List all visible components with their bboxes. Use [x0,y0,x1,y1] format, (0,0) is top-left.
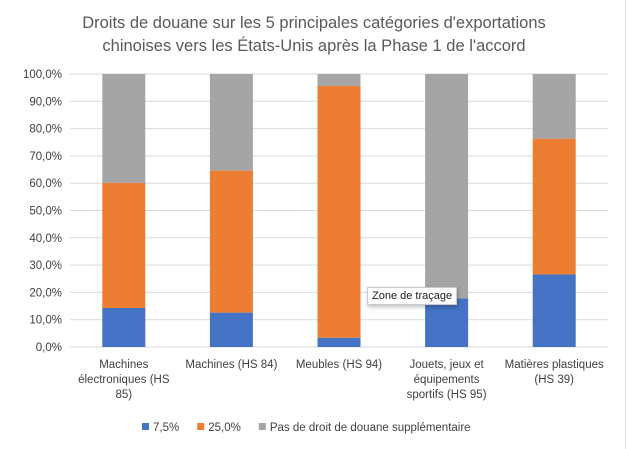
y-tick-label: 50,0% [29,206,62,218]
bar-segment [102,74,146,183]
y-tick-label: 10,0% [29,315,62,327]
bar-segment [532,138,576,275]
y-tick-label: 0,0% [36,342,62,354]
legend-label: 7,5% [153,422,179,434]
y-tick-label: 80,0% [29,124,62,136]
bar-segment [102,182,146,308]
plot-area-tooltip: Zone de traçage [367,287,458,305]
x-category-label: Matières plastiques [505,359,604,371]
x-category-label: électroniques (HS [78,374,170,386]
legend-label: 25,0% [208,422,241,434]
y-tick-label: 40,0% [29,233,62,245]
x-category-label: Meubles (HS 94) [296,359,382,371]
bar-segment [425,298,469,347]
x-category-label: (HS 39) [534,374,574,386]
window-edge [625,0,626,449]
bar-segment [209,170,253,313]
bar-segment [209,74,253,171]
y-tick-label: 30,0% [29,260,62,272]
legend-label: Pas de droit de douane supplémentaire [270,422,471,434]
x-category-label: 85) [115,389,132,401]
y-tick-label: 20,0% [29,287,62,299]
legend-swatch [197,423,205,430]
legend-swatch [142,423,149,430]
bar-segment [102,307,146,347]
bar-segment [317,337,361,347]
bar-segment [209,312,253,347]
bar-segment [317,86,361,338]
x-category-label: équipements [414,374,480,386]
bar-segment [317,74,361,87]
x-category-label: Machines [99,359,148,371]
x-category-label: sportifs (HS 95) [407,389,487,401]
y-tick-label: 60,0% [29,178,62,190]
y-tick-label: 70,0% [29,151,62,163]
chart-title: chinoises vers les États-Unis après la P… [102,36,525,55]
y-tick-label: 100,0% [23,69,62,81]
chart-title: Droits de douane sur les 5 principales c… [82,14,546,32]
x-category-label: Machines (HS 84) [185,359,277,371]
bar-segment [425,74,469,299]
y-tick-label: 90,0% [29,96,62,108]
bar-segment [532,74,576,139]
legend-swatch [258,423,266,430]
bar-segment [532,274,576,347]
x-category-label: Jouets, jeux et [410,359,485,371]
